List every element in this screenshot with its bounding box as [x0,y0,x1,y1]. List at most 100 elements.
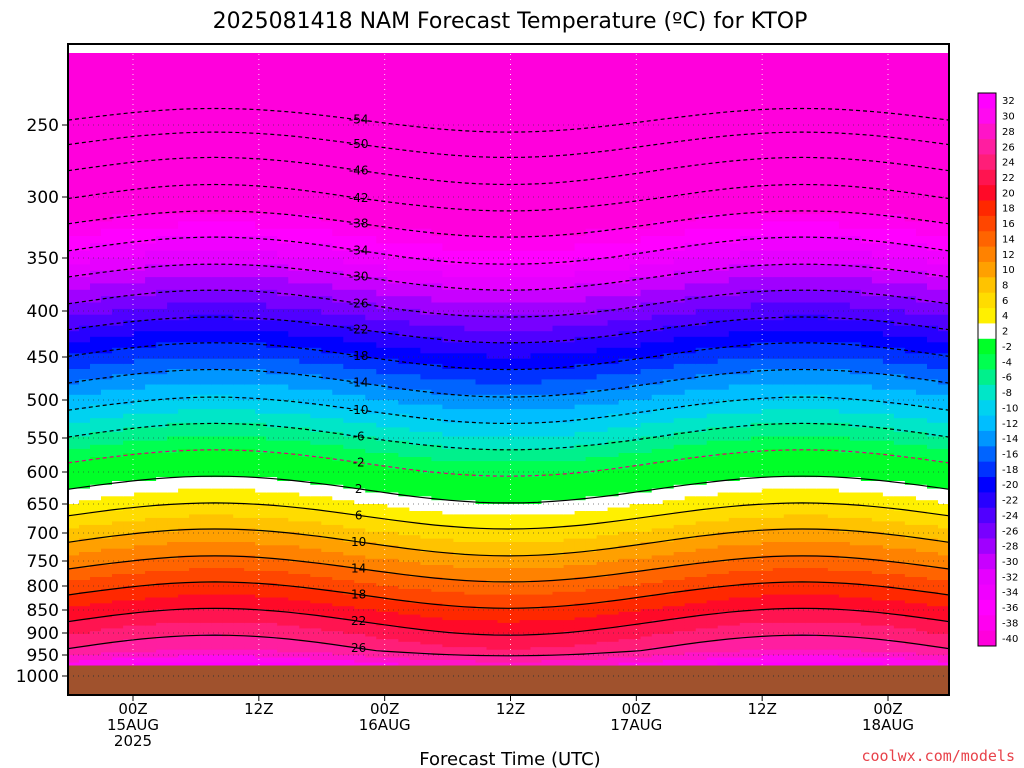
temperature-cell [409,277,421,285]
temperature-cell [409,555,421,560]
temperature-cell [233,644,245,648]
temperature-cell [387,70,399,80]
temperature-cell [277,243,289,252]
temperature-cell [376,374,388,380]
temperature-cell [277,418,289,424]
temperature-cell [310,369,322,375]
temperature-cell [211,165,223,175]
temperature-cell [376,457,388,462]
temperature-cell [244,174,256,184]
temperature-cell [365,206,377,215]
temperature-cell [398,96,410,106]
temperature-cell [398,347,410,354]
temperature-cell [211,418,223,424]
temperature-cell [376,264,388,272]
temperature-cell [123,484,135,490]
temperature-cell [123,660,135,664]
temperature-cell [90,517,102,522]
temperature-cell [156,628,168,632]
temperature-cell [398,243,410,252]
temperature-cell [442,548,454,553]
temperature-cell [112,555,124,560]
temperature-cell [222,628,234,632]
temperature-cell [376,296,388,304]
temperature-cell [299,591,311,596]
temperature-cell [145,53,157,63]
temperature-cell [255,620,267,624]
temperature-cell [354,122,366,132]
temperature-cell [387,611,399,616]
temperature-cell [68,440,80,446]
temperature-cell [167,379,179,386]
temperature-cell [244,431,256,438]
temperature-cell [299,617,311,621]
temperature-cell [200,538,212,543]
temperature-cell [211,631,223,635]
temperature-cell [167,270,179,278]
temperature-cell [189,496,201,501]
temperature-cell [299,214,311,222]
temperature-cell [233,625,245,629]
temperature-cell [79,555,91,560]
temperature-cell [156,614,168,618]
temperature-cell [101,96,113,106]
temperature-cell [398,660,410,664]
temperature-cell [343,528,355,533]
temperature-cell [211,236,223,244]
temperature-cell [343,600,355,604]
temperature-cell [134,631,146,635]
temperature-cell [167,552,179,556]
temperature-cell [409,609,421,613]
temperature-cell [277,277,289,285]
temperature-cell [79,473,91,478]
temperature-cell [211,611,223,616]
temperature-cell [255,404,267,410]
temperature-cell [354,511,366,516]
temperature-cell [376,427,388,433]
temperature-cell [288,461,300,466]
temperature-cell [431,662,443,666]
temperature-cell [288,369,300,375]
temperature-cell [112,636,124,640]
temperature-cell [112,457,124,462]
temperature-cell [409,511,421,516]
temperature-cell [145,552,157,556]
temperature-cell [167,657,179,661]
temperature-cell [332,538,344,543]
temperature-cell [376,148,388,158]
temperature-cell [200,358,212,365]
temperature-cell [288,562,300,566]
temperature-cell [321,199,333,208]
temperature-cell [299,568,311,572]
temperature-cell [68,320,80,327]
temperature-cell [365,270,377,278]
temperature-cell [101,347,113,354]
temperature-cell [244,250,256,259]
temperature-cell [365,574,377,578]
temperature-cell [68,139,80,149]
temperature-cell [90,453,102,458]
temperature-cell [277,461,289,466]
temperature-cell [299,270,311,278]
temperature-cell [90,652,102,656]
temperature-cell [354,617,366,621]
temperature-cell [299,488,311,493]
temperature-cell [90,535,102,540]
temperature-cell [409,531,421,536]
temperature-cell [387,325,399,332]
temperature-cell [442,440,454,446]
temperature-cell [431,314,443,321]
temperature-cell [123,440,135,446]
temperature-cell [211,655,223,659]
temperature-cell [365,662,377,666]
temperature-cell [387,331,399,338]
temperature-cell [365,130,377,140]
temperature-cell [145,431,157,438]
temperature-cell [244,583,256,587]
temperature-cell [211,538,223,543]
temperature-cell [90,481,102,486]
temperature-cell [354,548,366,553]
temperature-cell [277,236,289,244]
temperature-cell [167,565,179,569]
temperature-cell [442,609,454,613]
